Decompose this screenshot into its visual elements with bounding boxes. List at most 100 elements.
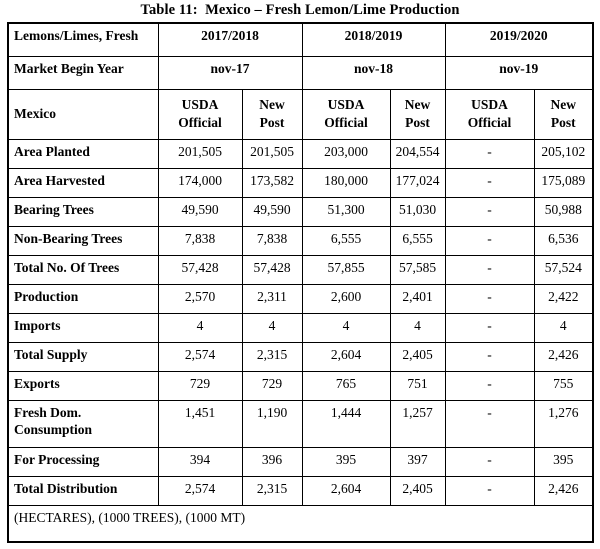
value-cell: 729 xyxy=(241,370,303,401)
country-label: Mexico xyxy=(7,88,159,140)
row-label: Total No. Of Trees xyxy=(7,254,159,285)
row-label: Bearing Trees xyxy=(7,196,159,227)
row-label: Exports xyxy=(7,370,159,401)
value-cell: - xyxy=(444,370,535,401)
value-cell: 50,988 xyxy=(533,196,594,227)
table-row-imports: Imports 4 4 4 4 - 4 xyxy=(7,312,594,343)
row-label: Imports xyxy=(7,312,159,343)
value-cell: 201,505 xyxy=(241,138,303,169)
value-cell: 205,102 xyxy=(533,138,594,169)
value-cell: 1,451 xyxy=(157,399,243,448)
table-row-for-processing: For Processing 394 396 395 397 - 395 xyxy=(7,446,594,477)
table-row-area-harvested: Area Harvested 174,000 173,582 180,000 1… xyxy=(7,167,594,198)
value-cell: 2,600 xyxy=(301,283,391,314)
table-row-area-planted: Area Planted 201,505 201,505 203,000 204… xyxy=(7,138,594,169)
market-begin-cell: nov-17 xyxy=(157,55,303,90)
value-cell: 1,276 xyxy=(533,399,594,448)
value-cell: - xyxy=(444,475,535,506)
value-cell: 765 xyxy=(301,370,391,401)
value-cell: - xyxy=(444,341,535,372)
source-header-cell: USDA Official xyxy=(301,88,391,140)
value-cell: - xyxy=(444,283,535,314)
value-cell: 7,838 xyxy=(241,225,303,256)
value-cell: 6,555 xyxy=(389,225,446,256)
value-cell: - xyxy=(444,196,535,227)
table-row-exports: Exports 729 729 765 751 - 755 xyxy=(7,370,594,401)
units-note: (HECTARES), (1000 TREES), (1000 MT) xyxy=(7,504,594,543)
value-cell: 51,030 xyxy=(389,196,446,227)
row-label: Non-Bearing Trees xyxy=(7,225,159,256)
market-begin-label: Market Begin Year xyxy=(7,55,159,90)
header-commodity-label: Lemons/Limes, Fresh xyxy=(7,22,159,57)
value-cell: - xyxy=(444,399,535,448)
source-header-cell: USDA Official xyxy=(157,88,243,140)
source-header-cell: USDA Official xyxy=(444,88,535,140)
table-row-total-supply: Total Supply 2,574 2,315 2,604 2,405 - 2… xyxy=(7,341,594,372)
value-cell: 2,604 xyxy=(301,341,391,372)
value-cell: 57,428 xyxy=(157,254,243,285)
row-label: Area Planted xyxy=(7,138,159,169)
value-cell: 729 xyxy=(157,370,243,401)
value-cell: 2,574 xyxy=(157,341,243,372)
value-cell: 2,570 xyxy=(157,283,243,314)
value-cell: 4 xyxy=(389,312,446,343)
table-title: Table 11: Mexico – Fresh Lemon/Lime Prod… xyxy=(140,2,460,18)
value-cell: 2,315 xyxy=(241,475,303,506)
value-cell: - xyxy=(444,254,535,285)
value-cell: - xyxy=(444,446,535,477)
table-row-fresh-dom-consumption: Fresh Dom. Consumption 1,451 1,190 1,444… xyxy=(7,399,594,448)
value-cell: 57,855 xyxy=(301,254,391,285)
value-cell: 397 xyxy=(389,446,446,477)
value-cell: 2,315 xyxy=(241,341,303,372)
value-cell: - xyxy=(444,225,535,256)
table-row-bearing-trees: Bearing Trees 49,590 49,590 51,300 51,03… xyxy=(7,196,594,227)
value-cell: 177,024 xyxy=(389,167,446,198)
table-row-non-bearing-trees: Non-Bearing Trees 7,838 7,838 6,555 6,55… xyxy=(7,225,594,256)
value-cell: 49,590 xyxy=(241,196,303,227)
value-cell: 2,426 xyxy=(533,341,594,372)
value-cell: 755 xyxy=(533,370,594,401)
value-cell: 57,524 xyxy=(533,254,594,285)
value-cell: 175,089 xyxy=(533,167,594,198)
value-cell: 751 xyxy=(389,370,446,401)
value-cell: 396 xyxy=(241,446,303,477)
market-begin-cell: nov-19 xyxy=(444,55,594,90)
value-cell: 2,604 xyxy=(301,475,391,506)
value-cell: 49,590 xyxy=(157,196,243,227)
value-cell: 180,000 xyxy=(301,167,391,198)
market-begin-cell: nov-18 xyxy=(301,55,446,90)
year-header-cell: 2018/2019 xyxy=(301,22,446,57)
value-cell: 173,582 xyxy=(241,167,303,198)
value-cell: 1,444 xyxy=(301,399,391,448)
value-cell: - xyxy=(444,138,535,169)
row-label: Area Harvested xyxy=(7,167,159,198)
value-cell: 203,000 xyxy=(301,138,391,169)
value-cell: - xyxy=(444,312,535,343)
value-cell: 51,300 xyxy=(301,196,391,227)
value-cell: 2,311 xyxy=(241,283,303,314)
value-cell: 2,574 xyxy=(157,475,243,506)
row-label: Production xyxy=(7,283,159,314)
row-label: For Processing xyxy=(7,446,159,477)
header-row-sources: Mexico USDA Official New Post USDA Offic… xyxy=(7,88,594,140)
table-row-total-distribution: Total Distribution 2,574 2,315 2,604 2,4… xyxy=(7,475,594,506)
source-header-cell: New Post xyxy=(241,88,303,140)
value-cell: 2,401 xyxy=(389,283,446,314)
row-label: Total Distribution xyxy=(7,475,159,506)
row-label: Total Supply xyxy=(7,341,159,372)
value-cell: 395 xyxy=(533,446,594,477)
footer-row: (HECTARES), (1000 TREES), (1000 MT) xyxy=(7,504,594,543)
value-cell: 2,405 xyxy=(389,341,446,372)
value-cell: 57,428 xyxy=(241,254,303,285)
table-row-production: Production 2,570 2,311 2,600 2,401 - 2,4… xyxy=(7,283,594,314)
value-cell: 4 xyxy=(157,312,243,343)
value-cell: 204,554 xyxy=(389,138,446,169)
year-header-cell: 2017/2018 xyxy=(157,22,303,57)
value-cell: 57,585 xyxy=(389,254,446,285)
row-label: Fresh Dom. Consumption xyxy=(7,399,159,448)
value-cell: 2,426 xyxy=(533,475,594,506)
value-cell: 394 xyxy=(157,446,243,477)
value-cell: 174,000 xyxy=(157,167,243,198)
value-cell: 1,190 xyxy=(241,399,303,448)
